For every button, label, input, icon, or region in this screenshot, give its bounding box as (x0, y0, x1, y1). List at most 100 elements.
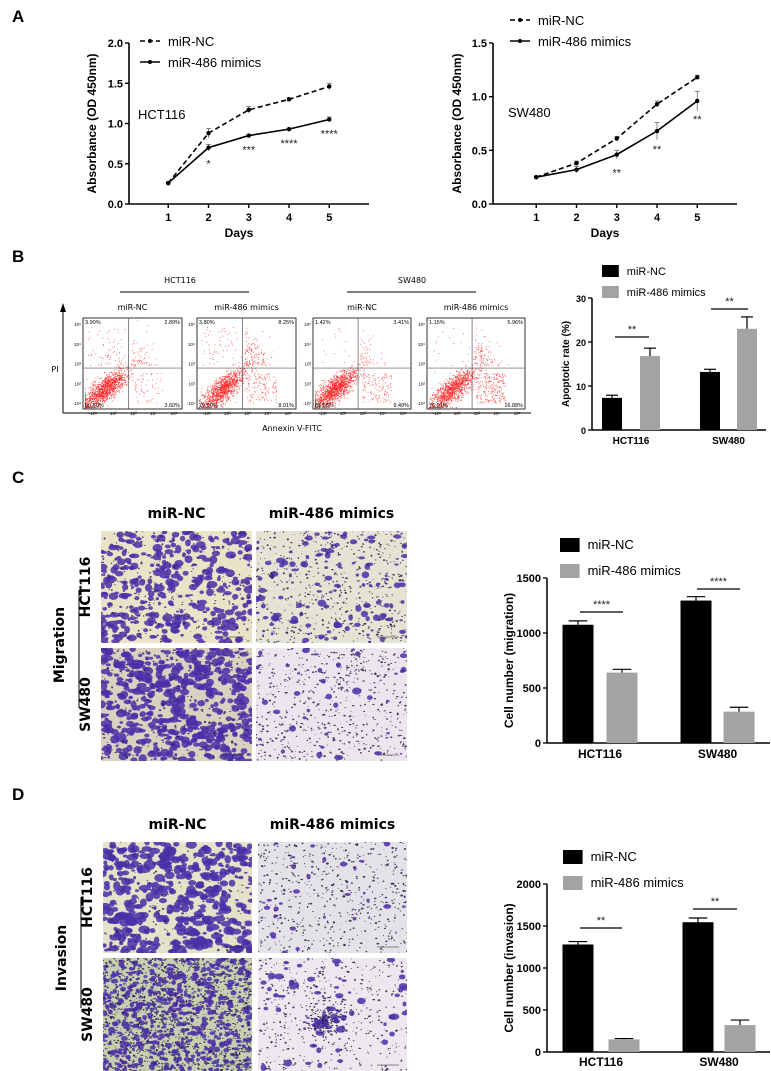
x-tick-label: 10⁴ (380, 411, 387, 416)
event-dot (461, 392, 462, 394)
event-dot (377, 400, 379, 402)
event-dot (371, 375, 373, 377)
event-dot (322, 400, 324, 402)
event-dot (237, 385, 239, 387)
event-dot (326, 399, 328, 401)
event-dot (352, 371, 354, 373)
event-dot (255, 376, 257, 378)
event-dot (450, 400, 452, 402)
quadrant-ur-pct: 2.89% (164, 320, 180, 326)
event-dot (327, 397, 329, 399)
event-dot (257, 354, 259, 356)
event-dot (262, 378, 264, 380)
event-dot (390, 384, 392, 386)
event-dot (485, 358, 487, 360)
event-dot (116, 382, 118, 383)
event-dot (373, 377, 375, 379)
event-dot (108, 379, 110, 381)
event-dot (246, 391, 248, 393)
event-dot (216, 393, 217, 395)
event-dot (89, 393, 91, 394)
event-dot (252, 351, 254, 353)
event-dot (127, 376, 129, 378)
event-dot (333, 387, 335, 388)
event-dot (90, 397, 91, 399)
event-dot (344, 371, 346, 373)
event-dot (340, 374, 342, 376)
event-dot (86, 379, 88, 381)
event-dot (246, 365, 248, 367)
x-tick-label: 3 (246, 212, 252, 224)
event-dot (327, 379, 329, 381)
event-dot (382, 387, 384, 389)
event-dot (209, 391, 211, 393)
event-dot (235, 332, 237, 334)
event-dot (88, 397, 90, 399)
event-dot (118, 385, 120, 387)
event-dot (234, 381, 236, 383)
event-dot (334, 392, 336, 394)
event-dot (115, 384, 117, 386)
event-dot (118, 372, 120, 374)
event-dot (246, 346, 248, 348)
event-dot (494, 360, 496, 362)
event-dot (348, 375, 350, 377)
event-dot (367, 391, 369, 393)
event-dot (327, 395, 329, 396)
event-dot (125, 373, 127, 375)
event-dot (143, 396, 145, 398)
event-dot (449, 378, 451, 380)
event-dot (205, 402, 207, 404)
event-dot (323, 397, 325, 399)
event-dot (270, 399, 272, 401)
event-dot (218, 386, 220, 388)
legend-label: miR-NC (588, 537, 634, 552)
event-dot (320, 399, 322, 400)
event-dot (220, 392, 222, 394)
event-dot (251, 349, 253, 351)
event-dot (122, 375, 124, 377)
event-dot (340, 378, 342, 380)
event-dot (329, 397, 331, 399)
event-dot (332, 392, 333, 393)
event-dot (273, 383, 274, 385)
event-dot (89, 400, 91, 402)
event-dot (213, 390, 215, 392)
event-dot (219, 392, 221, 394)
event-dot (329, 399, 331, 401)
event-dot (225, 386, 227, 388)
event-dot (226, 376, 228, 378)
event-dot (338, 387, 340, 389)
event-dot (228, 374, 230, 376)
event-dot (339, 384, 340, 386)
event-dot (120, 383, 122, 385)
event-dot (101, 392, 103, 394)
event-dot (103, 393, 105, 395)
event-dot (372, 385, 374, 387)
event-dot (103, 395, 105, 397)
event-dot (368, 340, 370, 342)
event-dot (237, 378, 239, 380)
event-dot (324, 404, 326, 406)
event-dot (331, 380, 332, 382)
event-dot (341, 382, 343, 384)
event-dot (161, 389, 163, 391)
event-dot (100, 388, 102, 390)
event-dot (229, 376, 231, 377)
event-dot (217, 388, 219, 390)
event-dot (221, 390, 223, 391)
event-dot (251, 369, 253, 371)
event-dot (212, 399, 214, 401)
event-dot (314, 404, 316, 406)
event-dot (321, 390, 322, 392)
event-dot (343, 393, 345, 395)
event-dot (325, 401, 327, 403)
event-dot (236, 373, 238, 375)
y-tick-label: 1.0 (472, 92, 487, 104)
event-dot (208, 334, 209, 336)
panel-label: A (12, 7, 24, 26)
event-dot (120, 370, 122, 372)
event-dot (256, 345, 258, 347)
event-dot (156, 378, 158, 380)
